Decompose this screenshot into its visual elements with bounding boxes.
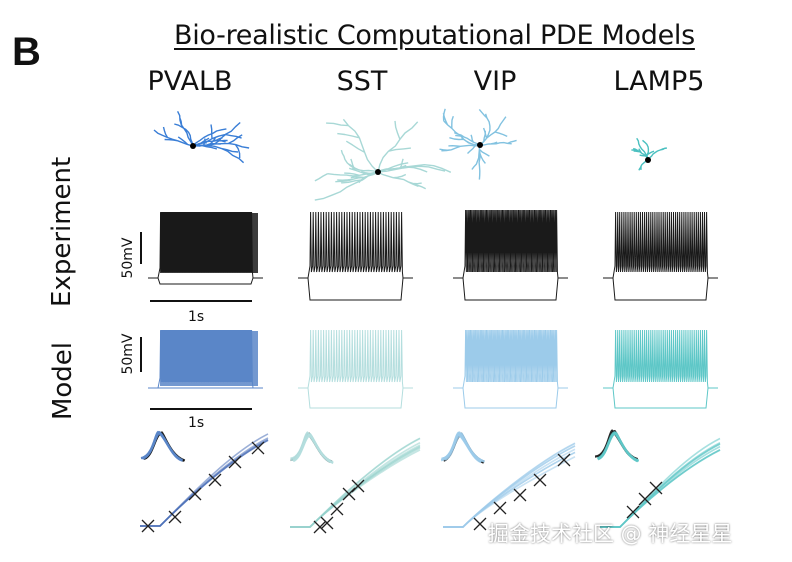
fi-sst-curve bbox=[290, 437, 421, 528]
soma-pvalb bbox=[190, 143, 196, 149]
fi-marker-vip bbox=[533, 473, 547, 487]
fi-marker-pvalb bbox=[251, 441, 265, 455]
soma-vip bbox=[477, 142, 483, 148]
fi-marker-sst bbox=[351, 479, 365, 493]
soma-sst bbox=[375, 169, 381, 175]
fi-marker-lamp5 bbox=[649, 481, 663, 495]
fi-pvalb-curve bbox=[140, 439, 269, 527]
morphology-lamp5 bbox=[631, 137, 668, 171]
morphology-pvalb bbox=[153, 110, 250, 164]
figure-title: Bio-realistic Computational PDE Models bbox=[174, 20, 695, 51]
spike-waveform-pvalb bbox=[140, 430, 182, 462]
panel-letter: B bbox=[12, 30, 41, 74]
column-label-pvalb: PVALB bbox=[147, 66, 233, 97]
fi-marker-sst bbox=[330, 502, 344, 516]
experiment-trace-lamp5-hyperpolarized bbox=[603, 277, 718, 301]
fi-marker-pvalb bbox=[208, 473, 222, 487]
fi-marker-lamp5 bbox=[638, 492, 652, 506]
experiment-trace-pvalb-dense-fill bbox=[160, 213, 258, 273]
experiment-trace-vip-hyperpolarized bbox=[453, 277, 568, 301]
fi-marker-vip bbox=[513, 488, 527, 502]
experiment-trace-sst-hyperpolarized bbox=[298, 277, 413, 301]
fi-marker-pvalb bbox=[188, 487, 202, 501]
experiment-trace-vip-spikes bbox=[453, 209, 568, 279]
model-trace-vip-spikes bbox=[453, 329, 568, 389]
time-scale-label-experiment: 1s bbox=[188, 309, 205, 325]
time-scale-label-model: 1s bbox=[188, 415, 205, 431]
watermark-text: 掘金技术社区 @ 神经星星 bbox=[488, 522, 733, 546]
model-trace-sst-spikes bbox=[298, 329, 413, 389]
fi-marker-lamp5 bbox=[626, 505, 640, 519]
fi-marker-sst bbox=[313, 520, 327, 534]
fi-marker-pvalb bbox=[228, 455, 242, 469]
fi-lamp5-curve bbox=[600, 437, 721, 528]
fi-marker-sst bbox=[342, 487, 356, 501]
fi-lamp5-curve bbox=[600, 442, 721, 528]
model-trace-lamp5-spikes bbox=[603, 329, 718, 389]
experiment-trace-pvalb-hyperpolarized bbox=[148, 277, 263, 285]
fi-marker-pvalb bbox=[168, 510, 182, 524]
morphology-sst bbox=[314, 118, 452, 201]
fi-marker-sst bbox=[320, 516, 334, 530]
fi-vip-curve bbox=[443, 442, 576, 528]
fi-marker-vip bbox=[473, 517, 487, 531]
experiment-trace-sst-spikes bbox=[298, 211, 413, 279]
column-label-sst: SST bbox=[336, 66, 388, 97]
fi-marker-vip bbox=[557, 453, 571, 467]
column-label-lamp5: LAMP5 bbox=[613, 66, 705, 97]
spike-waveform-lamp5 bbox=[596, 431, 638, 462]
spike-waveform-vip bbox=[444, 432, 486, 463]
fi-pvalb-curve bbox=[140, 433, 269, 527]
fi-vip-curve bbox=[443, 451, 576, 528]
model-trace-vip-hyperpolarized bbox=[453, 387, 568, 409]
spike-waveform-vip bbox=[440, 432, 482, 464]
spike-waveform-sst bbox=[292, 433, 334, 465]
soma-lamp5 bbox=[645, 157, 651, 163]
model-trace-lamp5-hyperpolarized bbox=[603, 387, 718, 409]
column-label-vip: VIP bbox=[473, 66, 517, 97]
fi-marker-pvalb bbox=[141, 519, 155, 533]
fi-marker-vip bbox=[493, 501, 507, 515]
model-trace-pvalb-dense-fill bbox=[160, 331, 258, 386]
experiment-trace-lamp5-spikes bbox=[603, 211, 718, 279]
model-trace-sst-hyperpolarized bbox=[298, 387, 413, 409]
